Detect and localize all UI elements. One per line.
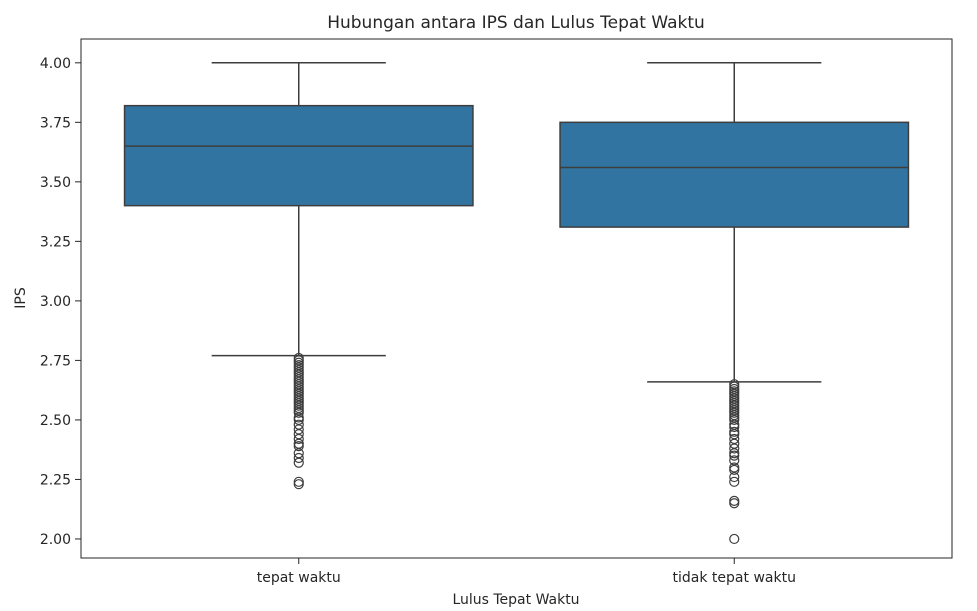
y-tick-label: 3.75 bbox=[40, 115, 71, 131]
x-tick-label: tidak tepat waktu bbox=[673, 570, 796, 586]
y-tick-label: 4.00 bbox=[40, 56, 71, 72]
y-tick-label: 2.50 bbox=[40, 413, 71, 429]
plot-area bbox=[123, 62, 910, 545]
box-group-tepat-waktu bbox=[123, 62, 474, 490]
outlier-point bbox=[293, 407, 304, 418]
outlier-point bbox=[729, 443, 740, 454]
outlier-point bbox=[729, 414, 740, 426]
y-tick-label: 2.75 bbox=[40, 353, 71, 369]
outlier-point bbox=[729, 533, 740, 545]
iqr-box bbox=[123, 104, 474, 207]
outlier-point bbox=[729, 471, 740, 483]
chart-title: Hubungan antara IPS dan Lulus Tepat Wakt… bbox=[327, 13, 705, 33]
outlier-point bbox=[729, 498, 740, 509]
outlier-point bbox=[729, 421, 740, 433]
x-axis: tepat waktu tidak tepat waktu bbox=[257, 558, 796, 586]
y-tick-label: 3.00 bbox=[40, 294, 71, 310]
y-tick-label: 2.25 bbox=[40, 472, 71, 488]
y-tick-label: 3.50 bbox=[40, 175, 71, 191]
y-axis: 2.00 2.25 2.50 2.75 3.00 3.25 3.50 3.75 4.00 bbox=[40, 56, 81, 548]
outlier-point bbox=[293, 457, 304, 468]
plot-frame bbox=[80, 38, 953, 559]
outlier-point bbox=[729, 450, 740, 461]
outlier-point bbox=[293, 433, 304, 445]
outlier-point bbox=[729, 464, 740, 476]
y-axis-label: IPS bbox=[13, 287, 29, 309]
outlier-point bbox=[293, 441, 304, 452]
y-tick-label: 3.25 bbox=[40, 234, 71, 250]
x-axis-label: Lulus Tepat Waktu bbox=[452, 592, 579, 608]
outlier-point bbox=[293, 452, 304, 464]
box-group-tidak-tepat-waktu bbox=[559, 62, 910, 545]
outlier-point bbox=[729, 476, 740, 487]
x-tick-label: tepat waktu bbox=[257, 570, 341, 586]
outlier-point bbox=[293, 479, 304, 490]
iqr-box bbox=[559, 121, 910, 228]
y-tick-label: 2.00 bbox=[40, 532, 71, 548]
